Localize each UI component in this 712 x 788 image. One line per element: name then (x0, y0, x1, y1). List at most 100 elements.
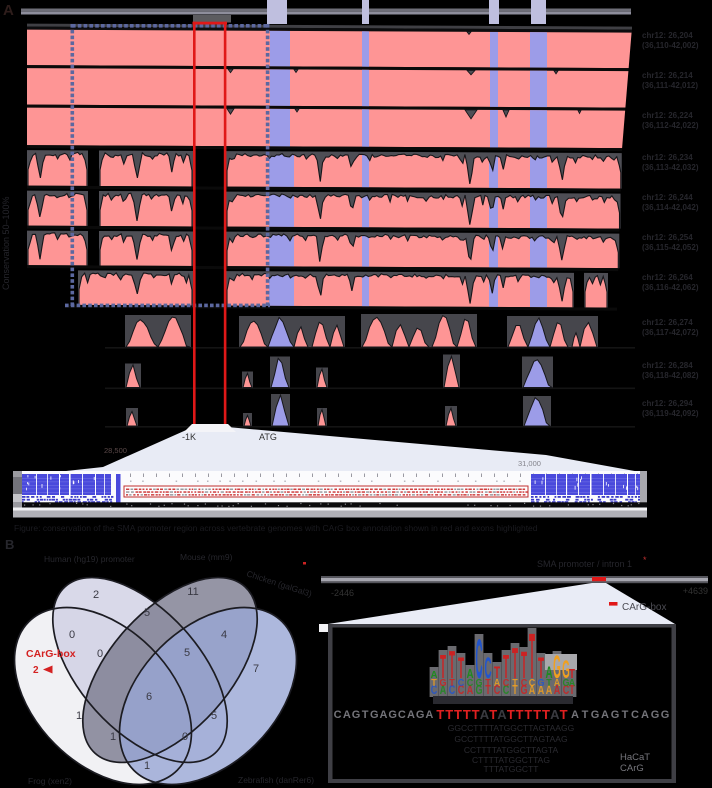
svg-text:chr12: 26,284: chr12: 26,284 (642, 361, 693, 370)
svg-text:chr12: 26,254: chr12: 26,254 (642, 233, 693, 242)
svg-text:T: T (529, 619, 535, 692)
svg-text:(36,112-42,022): (36,112-42,022) (642, 121, 699, 130)
svg-text:G: G (476, 678, 483, 688)
svg-text:Mouse (mm9): Mouse (mm9) (180, 552, 233, 562)
svg-text:C: C (494, 684, 501, 698)
svg-text:chr12: 26,274: chr12: 26,274 (642, 318, 693, 327)
svg-text:(36,114-42,042): (36,114-42,042) (642, 203, 699, 212)
svg-text:A: A (407, 709, 415, 721)
svg-text:A: A (467, 684, 474, 698)
svg-text:T: T (512, 678, 518, 688)
svg-text:T: T (569, 668, 575, 681)
svg-text:T: T (431, 678, 437, 688)
svg-text:C: C (398, 709, 406, 721)
svg-text:T: T (458, 651, 464, 685)
svg-text:T: T (560, 707, 568, 722)
svg-text:Zebrafish (danRer6): Zebrafish (danRer6) (238, 775, 314, 785)
svg-text:T: T (512, 639, 518, 687)
svg-text:C: C (475, 629, 482, 690)
svg-text:GGCCTTTTATGGCTTAGTAAGG: GGCCTTTTATGGCTTAGTAAGG (448, 723, 574, 733)
svg-text:C: C (529, 678, 536, 688)
svg-text:A: A (529, 684, 536, 698)
svg-text:T: T (472, 707, 480, 722)
svg-text:A: A (601, 709, 609, 721)
svg-text:(36,111-42,012): (36,111-42,012) (642, 81, 698, 90)
svg-text:CArG: CArG (620, 763, 644, 774)
svg-text:G: G (553, 651, 561, 686)
svg-text:Figure: conservation of the SM: Figure: conservation of the SMA promoter… (14, 523, 538, 533)
svg-text:HaCaT: HaCaT (620, 752, 650, 763)
svg-text:C: C (563, 684, 570, 698)
svg-text:CTTTTATGGCTTAG: CTTTTATGGCTTAG (472, 755, 550, 765)
svg-text:Conservation 50–100%: Conservation 50–100% (1, 196, 11, 290)
svg-text:chr12: 26,214: chr12: 26,214 (642, 71, 693, 80)
svg-text:2: 2 (93, 589, 99, 601)
svg-text:T: T (538, 651, 544, 685)
svg-text:1: 1 (110, 731, 116, 743)
svg-text:(36,119-42,092): (36,119-42,092) (642, 409, 699, 418)
svg-text:T: T (362, 709, 369, 721)
svg-text:GCCTTTTATGGCTTAGTAAG: GCCTTTTATGGCTTAGTAAG (454, 734, 567, 744)
svg-text:B: B (5, 537, 14, 552)
svg-text:T: T (521, 644, 527, 686)
svg-text:G: G (440, 678, 447, 688)
svg-text:T: T (569, 684, 575, 698)
svg-text:chr12: 26,204: chr12: 26,204 (642, 31, 693, 40)
svg-text:28,500: 28,500 (104, 446, 127, 455)
svg-text:(36,116-42,062): (36,116-42,062) (642, 283, 699, 292)
svg-text:A: A (494, 678, 501, 688)
svg-text:(36,110-42,002): (36,110-42,002) (642, 41, 699, 50)
svg-text:chr12: 26,264: chr12: 26,264 (642, 273, 693, 282)
svg-text:chr12: 26,244: chr12: 26,244 (642, 193, 693, 202)
svg-text:A: A (569, 678, 576, 688)
svg-text:(36,118-42,082): (36,118-42,082) (642, 371, 699, 380)
svg-text:4: 4 (221, 629, 227, 641)
svg-text:(36,113-42,032): (36,113-42,032) (642, 163, 699, 172)
svg-text:11: 11 (187, 586, 198, 598)
svg-text:5: 5 (184, 647, 190, 659)
svg-text:C: C (467, 678, 474, 688)
svg-text:T: T (516, 707, 524, 722)
svg-text:T: T (440, 650, 446, 687)
svg-text:A: A (554, 678, 561, 688)
svg-text:A: A (546, 684, 553, 698)
svg-text:5: 5 (144, 607, 150, 619)
svg-text:A: A (497, 707, 507, 722)
svg-text:A: A (466, 668, 473, 681)
svg-text:6: 6 (146, 691, 152, 703)
svg-text:CCTTTTATGGCTTAGTA: CCTTTTATGGCTTAGTA (464, 745, 559, 755)
svg-text:C: C (449, 684, 456, 698)
svg-text:5: 5 (211, 710, 217, 722)
svg-text:A: A (3, 2, 14, 19)
svg-text:*: * (643, 555, 647, 565)
svg-text:C: C (631, 709, 639, 721)
svg-text:T: T (622, 709, 629, 721)
svg-text:A: A (430, 670, 437, 681)
svg-text:ATG: ATG (259, 432, 277, 442)
svg-text:T: T (533, 707, 541, 722)
svg-text:(36,117-42,072): (36,117-42,072) (642, 328, 699, 337)
svg-text:T: T (445, 707, 453, 722)
svg-text:C: C (458, 678, 465, 688)
svg-text:G: G (661, 709, 670, 721)
svg-text:G: G (538, 678, 545, 688)
svg-text:CArG-box: CArG-box (26, 648, 76, 660)
svg-text:G: G (352, 709, 361, 721)
svg-text:C: C (431, 684, 438, 698)
svg-text:T: T (489, 707, 497, 722)
svg-text:Human (hg19) promoter: Human (hg19) promoter (44, 554, 135, 564)
svg-text:SMA promoter / intron 1: SMA promoter / intron 1 (537, 559, 632, 569)
svg-text:T: T (503, 650, 509, 687)
svg-text:A: A (554, 684, 561, 698)
svg-text:A: A (571, 709, 579, 721)
svg-text:1: 1 (76, 710, 82, 722)
svg-text:C: C (458, 684, 465, 698)
svg-text:G: G (521, 684, 528, 698)
svg-text:T: T (494, 663, 500, 681)
svg-text:A: A (343, 709, 351, 721)
svg-text:A: A (550, 707, 560, 722)
svg-text:G: G (416, 709, 425, 721)
svg-text:G: G (563, 678, 570, 688)
svg-text:2: 2 (33, 665, 39, 676)
svg-text:A: A (380, 709, 388, 721)
